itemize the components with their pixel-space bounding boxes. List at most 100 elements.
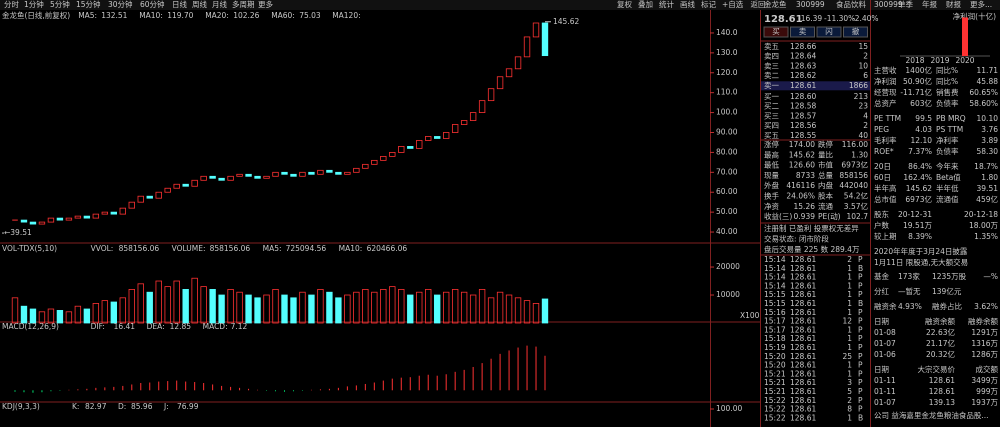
- period-tab[interactable]: 30分钟: [108, 0, 133, 9]
- volume-bar: [218, 294, 225, 324]
- label: 融资余: [874, 301, 897, 311]
- volume-bar: [505, 294, 513, 324]
- tick-flag: P: [858, 343, 863, 352]
- y-tick-label: 130.0: [716, 48, 738, 57]
- volume-bar: [47, 308, 55, 324]
- trade-button[interactable]: [816, 26, 842, 38]
- tool-button[interactable]: 统计: [659, 0, 674, 9]
- label: 20日: [874, 162, 891, 171]
- trade-button[interactable]: [790, 26, 815, 38]
- label: 卖一: [764, 81, 779, 90]
- indicator-value: 16.41: [114, 322, 136, 331]
- label: 卖三: [764, 61, 779, 70]
- table-header: 融券余额: [968, 316, 998, 326]
- tool-button[interactable]: +自选: [722, 0, 744, 9]
- label: 销售费: [936, 87, 959, 97]
- indicator-value: 85.96: [131, 402, 153, 411]
- label: 内盘: [818, 180, 833, 190]
- tick-flag: P: [858, 325, 863, 334]
- trade-button[interactable]: [843, 26, 868, 38]
- tool-button[interactable]: 叠加: [638, 0, 653, 9]
- label: 128.61: [790, 325, 816, 334]
- indicator-value: 75.03: [299, 11, 321, 20]
- stat-value: 126.60: [789, 161, 815, 170]
- x-tick-label: 2018: [905, 56, 924, 65]
- label: 买一: [764, 92, 779, 101]
- tool-button[interactable]: 返回: [751, 0, 766, 9]
- company: 公司 益海嘉里金龙鱼粮油食品股...: [874, 410, 989, 420]
- period-tab[interactable]: 日线: [172, 0, 187, 9]
- label: 128.61: [790, 281, 816, 290]
- indicator-name: D:: [118, 402, 126, 411]
- candle: [469, 112, 477, 121]
- label: 换手: [764, 191, 779, 201]
- volume-bar: [128, 289, 135, 324]
- tool-button[interactable]: 标记: [701, 0, 716, 9]
- value: 6973亿: [905, 194, 932, 204]
- tool-button[interactable]: 画线: [680, 0, 695, 9]
- period-tab[interactable]: 更多: [258, 0, 273, 9]
- volume-bar: [155, 280, 162, 324]
- trade-button-label[interactable]: 闪: [825, 27, 833, 36]
- value: 58.60%: [969, 99, 998, 108]
- stat-value: 116.00: [842, 140, 868, 149]
- label: PE TTM: [874, 114, 901, 123]
- volume: 23: [858, 102, 868, 111]
- tool-button[interactable]: 复权: [617, 0, 632, 9]
- label: PEG: [874, 125, 889, 134]
- period-tab[interactable]: 1分钟: [24, 0, 44, 9]
- period-tab[interactable]: 15分钟: [76, 0, 101, 9]
- candle: [416, 140, 423, 149]
- label: 15:20: [764, 361, 786, 370]
- label: 128.61: [790, 264, 816, 273]
- candle: [523, 36, 531, 58]
- label: PE(动): [818, 211, 841, 221]
- indicator-name: MA10:: [139, 11, 163, 20]
- indicator-name: MACD:: [203, 322, 228, 331]
- period-tab[interactable]: 5分钟: [50, 0, 70, 9]
- candle: [209, 175, 216, 179]
- label: 128.61: [790, 299, 816, 308]
- period-tab[interactable]: 月线: [212, 0, 227, 9]
- candle: [29, 221, 37, 225]
- value: 20-12-31: [898, 210, 932, 219]
- period-tab[interactable]: 多周期: [232, 0, 255, 9]
- tick-volume: 1: [847, 273, 852, 282]
- label: 现量: [764, 171, 779, 180]
- f10-tab[interactable]: 年报: [922, 0, 937, 9]
- y-tick-label: 90.00: [716, 127, 738, 136]
- label: 128.61: [790, 352, 816, 361]
- label: 净利率: [936, 135, 959, 145]
- table-cell: 1937万: [971, 398, 998, 407]
- volume-bar: [227, 289, 234, 324]
- period-tab[interactable]: 60分钟: [140, 0, 165, 9]
- indicator-name: MA5:: [78, 11, 97, 20]
- label: 15:22: [764, 396, 786, 405]
- period-tab[interactable]: 分时: [4, 0, 19, 9]
- trade-button-label[interactable]: 卖: [799, 27, 807, 36]
- candle: [236, 173, 243, 177]
- volume-bar: [344, 294, 351, 324]
- candle: [460, 120, 468, 125]
- volume-bar: [110, 301, 117, 324]
- trade-button[interactable]: [763, 26, 789, 38]
- label: 15:14: [764, 264, 786, 273]
- candle: [137, 195, 144, 203]
- low-label: ←39.51: [4, 228, 32, 237]
- candle: [263, 175, 270, 179]
- label: 128.61: [790, 255, 816, 264]
- f10-tab[interactable]: 财报: [946, 0, 961, 9]
- f10-tab[interactable]: 更多...: [970, 0, 992, 9]
- trade-button-label[interactable]: 撤: [852, 26, 860, 36]
- f10-tab[interactable]: 单季: [898, 0, 913, 9]
- label: 净利润: [874, 76, 897, 86]
- trade-button-label[interactable]: 买: [772, 27, 780, 36]
- label: 128.61: [790, 343, 816, 352]
- value: 10.10: [977, 114, 999, 123]
- y-tick-label: 120.0: [716, 68, 738, 77]
- label: 收益(三): [764, 211, 792, 221]
- period-tab[interactable]: 周线: [192, 0, 207, 9]
- volume-bar: [398, 289, 405, 324]
- candle: [92, 213, 100, 219]
- label: 股本: [818, 191, 833, 201]
